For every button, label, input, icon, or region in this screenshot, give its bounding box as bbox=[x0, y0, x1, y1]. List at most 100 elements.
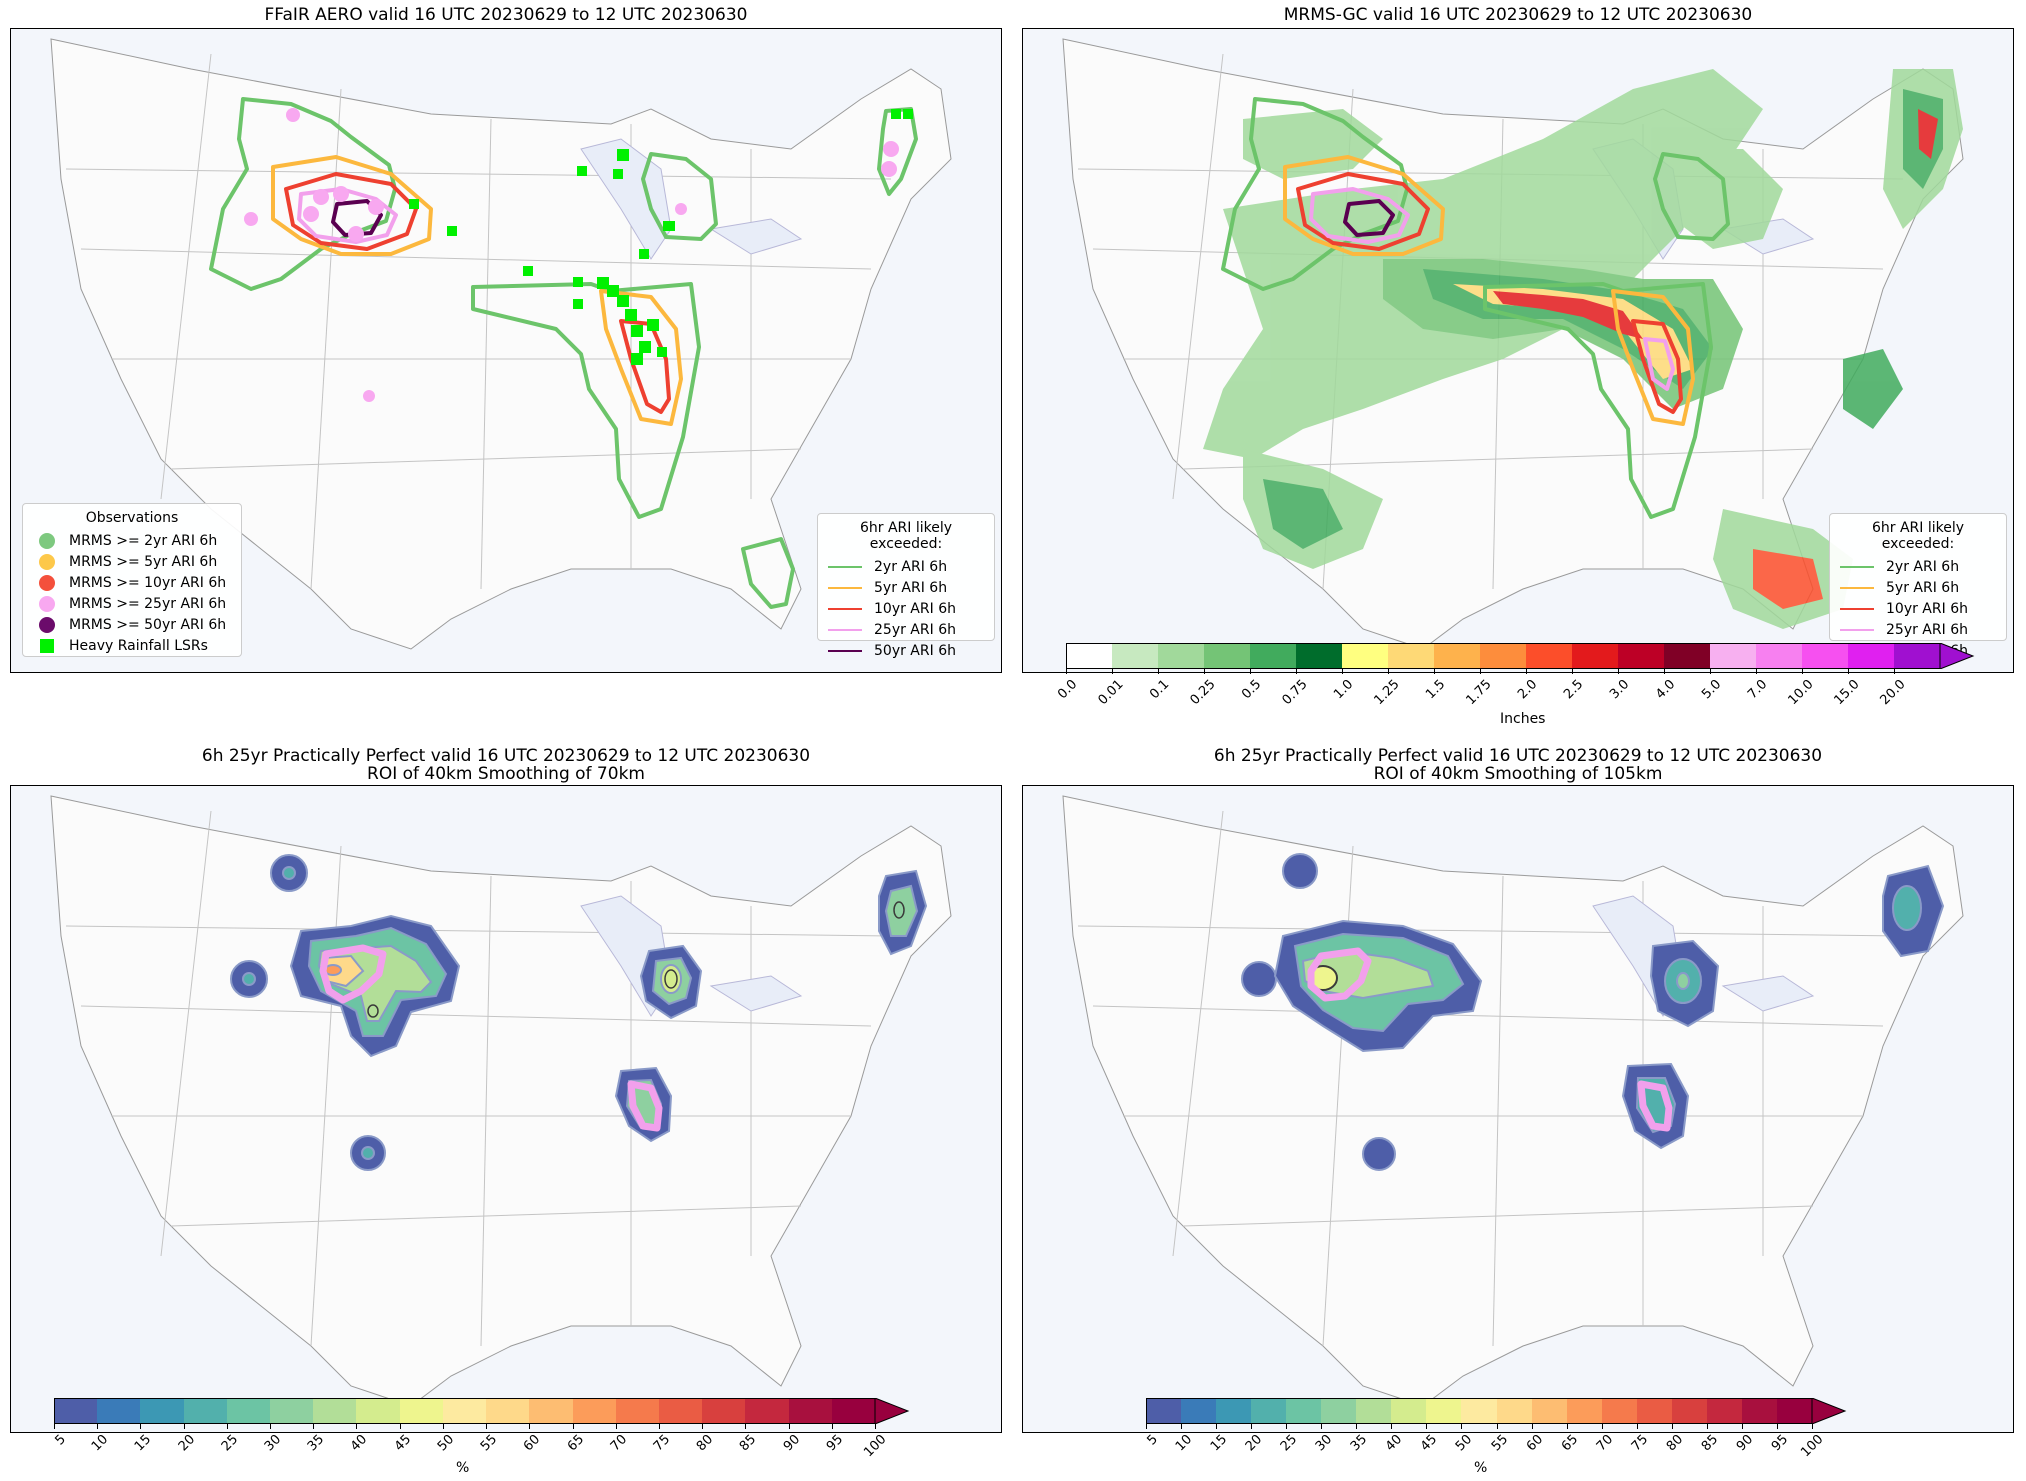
panel-subtitle: ROI of 40km Smoothing of 70km bbox=[367, 764, 645, 784]
colorbar-tick-label: 70 bbox=[1593, 1432, 1616, 1455]
colorbar-cell bbox=[1480, 643, 1527, 669]
colorbar-tick-label: 70 bbox=[607, 1432, 630, 1455]
colorbar-tick-label: 60 bbox=[521, 1432, 544, 1455]
outlook-contours bbox=[1221, 97, 1730, 519]
legend-rows: 2yr ARI 6h 5yr ARI 6h 10yr ARI 6h 25yr ARI … bbox=[828, 556, 984, 661]
colorbar-tick-label: 2.0 bbox=[1515, 677, 1541, 703]
colorbar-tick bbox=[1216, 1424, 1218, 1429]
legend-label: 25yr ARI 6h bbox=[874, 621, 956, 638]
mrms-25yr-outline bbox=[319, 944, 663, 1132]
legend-item: 25yr ARI 6h bbox=[1840, 619, 1996, 640]
colorbar-cell bbox=[615, 1398, 660, 1424]
colorbar-cell bbox=[1251, 1398, 1287, 1424]
colorbar-cell bbox=[1146, 1398, 1182, 1424]
colorbar-cell bbox=[313, 1398, 357, 1424]
colorbar-tick bbox=[1601, 1424, 1603, 1429]
colorbar-cell bbox=[1572, 643, 1619, 669]
colorbar-tick-label: 40 bbox=[1383, 1432, 1406, 1455]
colorbar-cell bbox=[1342, 643, 1389, 669]
legend-swatch bbox=[40, 638, 54, 653]
legend-swatch bbox=[828, 649, 862, 652]
colorbar-tick-label: 0.75 bbox=[1279, 677, 1311, 709]
colorbar-tick bbox=[1391, 1424, 1393, 1429]
colorbar-cell bbox=[1526, 643, 1573, 669]
colorbar-tick-label: 30 bbox=[261, 1432, 285, 1455]
colorbar-tick bbox=[1181, 1424, 1183, 1429]
colorbar-tick-label: 25 bbox=[1278, 1432, 1301, 1455]
colorbar-cell bbox=[442, 1398, 487, 1424]
colorbar-tick-label: 10 bbox=[1172, 1432, 1196, 1455]
colorbar-tick bbox=[1572, 669, 1573, 674]
colorbar-cell bbox=[1388, 643, 1435, 669]
colorbar-tick-label: 100 bbox=[861, 1432, 890, 1461]
legend-item: 50yr ARI 6h bbox=[828, 640, 984, 661]
legend-label: MRMS >= 25yr ARI 6h bbox=[69, 595, 227, 612]
legend-swatch bbox=[828, 565, 862, 568]
ari-legend: 6hr ARI likely exceeded: 2yr ARI 6h 5yr A… bbox=[817, 513, 995, 659]
contour-5yr-midwest bbox=[599, 289, 683, 426]
legend-item: 5yr ARI 6h bbox=[828, 577, 984, 598]
colorbar-tick-label: 35 bbox=[1348, 1432, 1371, 1455]
mrms-25yr-outline bbox=[1307, 947, 1673, 1132]
colorbar-tick bbox=[1204, 669, 1205, 674]
contour-2yr bbox=[209, 97, 397, 291]
legend-label: 2yr ARI 6h bbox=[1886, 558, 1960, 575]
legend-title: 6hr ARI likely exceeded: bbox=[1871, 520, 1965, 552]
colorbar-tick bbox=[1286, 1424, 1288, 1429]
colorbar-extend-arrow bbox=[1939, 643, 1975, 669]
colorbar-tick-label: 20 bbox=[175, 1432, 198, 1455]
mrms-obs-25yr bbox=[244, 108, 899, 402]
colorbar-cell bbox=[529, 1398, 574, 1424]
colorbar-tick-label: 1.25 bbox=[1371, 677, 1403, 709]
contour-10yr bbox=[1296, 172, 1430, 251]
colorbar-tick bbox=[1250, 669, 1251, 674]
legend-title: Observations bbox=[85, 510, 179, 526]
colorbar-tick bbox=[1802, 669, 1803, 674]
colorbar-tick-label: 90 bbox=[780, 1432, 803, 1455]
colorbar-tick bbox=[1066, 669, 1067, 674]
colorbar-tick bbox=[1434, 669, 1435, 674]
contour-2yr-mi bbox=[1653, 152, 1730, 241]
colorbar-cell bbox=[1706, 1398, 1743, 1424]
colorbar-tick-label: 7.0 bbox=[1745, 677, 1771, 703]
colorbar-cell bbox=[1296, 643, 1343, 669]
colorbar-tick-label: 40 bbox=[348, 1432, 371, 1455]
colorbar-tick bbox=[1158, 669, 1159, 674]
colorbar-extend-arrow bbox=[1811, 1398, 1847, 1424]
colorbar-tick-label: 75 bbox=[650, 1432, 674, 1455]
colorbar-tick-label: 10 bbox=[89, 1432, 112, 1455]
panel-title: 6h 25yr Practically Perfect valid 16 UTC… bbox=[1213, 746, 1823, 766]
colorbar-tick-label: 90 bbox=[1733, 1432, 1757, 1455]
colorbar-tick bbox=[140, 1424, 142, 1429]
colorbar-tick-label: 10.0 bbox=[1785, 677, 1817, 709]
contour-2yr bbox=[1221, 97, 1409, 291]
contour-25yr bbox=[297, 187, 398, 244]
colorbar-cell bbox=[1802, 643, 1849, 669]
legend-label: MRMS >= 2yr ARI 6h bbox=[69, 532, 218, 549]
precip-colorbar: 0.0 0.01 0.1 0.25 0.5 0.75 1.0 1.25 1.5 1.75 2.0 2.… bbox=[1055, 643, 1975, 708]
colorbar-tick-label: 15 bbox=[132, 1432, 155, 1455]
colorbar-cell bbox=[1391, 1398, 1427, 1424]
mrms-gc-map: 6hr ARI likely exceeded: 2yr ARI 6h 5yr A… bbox=[1022, 28, 2014, 673]
colorbar-tick bbox=[572, 1424, 574, 1429]
colorbar-tick-label: 100 bbox=[1798, 1432, 1827, 1461]
colorbar-tick-label: 80 bbox=[1663, 1432, 1686, 1455]
legend-item: 2yr ARI 6h bbox=[1840, 556, 1996, 577]
colorbar-tick-label: 95 bbox=[823, 1432, 846, 1455]
colorbar-cell bbox=[486, 1398, 530, 1424]
panel-title: MRMS-GC valid 16 UTC 20230629 to 12 UTC … bbox=[1283, 5, 1753, 25]
contour-50yr bbox=[1343, 199, 1395, 237]
legend-swatch bbox=[39, 574, 55, 591]
colorbar-tick bbox=[1496, 1424, 1498, 1429]
legend-swatch bbox=[39, 553, 55, 570]
colorbar-tick bbox=[1741, 1424, 1743, 1429]
colorbar-tick bbox=[1664, 669, 1665, 674]
colorbar-tick-label: 0.5 bbox=[1239, 677, 1265, 703]
colorbar-cell bbox=[1112, 643, 1159, 669]
legend-label: MRMS >= 5yr ARI 6h bbox=[69, 553, 218, 570]
colorbar-cell bbox=[1461, 1398, 1498, 1424]
colorbar-cell bbox=[183, 1398, 228, 1424]
colorbar-tick-label: 60 bbox=[1523, 1432, 1546, 1455]
colorbar-tick-label: 20 bbox=[1243, 1432, 1266, 1455]
lsr-markers bbox=[409, 109, 913, 365]
